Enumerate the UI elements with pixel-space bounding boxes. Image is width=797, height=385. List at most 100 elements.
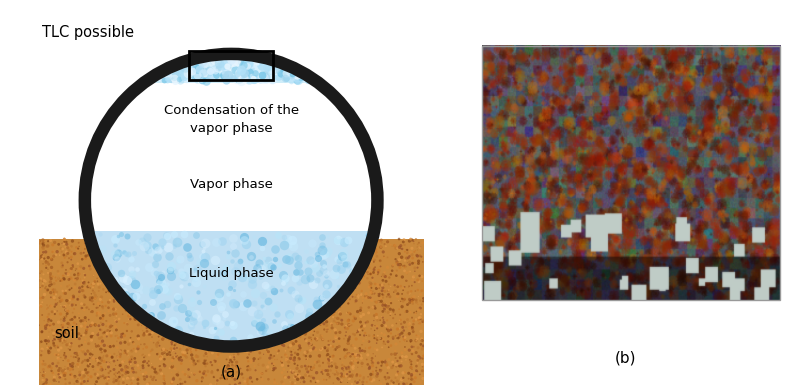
Point (238, 278, 250, 284)
Text: Condensation of the
vapor phase: Condensation of the vapor phase (163, 104, 299, 135)
Point (123, 362, 135, 368)
Point (375, 300, 388, 306)
Point (285, 305, 298, 311)
Point (347, 283, 360, 289)
Point (412, 345, 425, 351)
Point (403, 259, 416, 265)
Point (167, 318, 179, 324)
Point (89, 341, 102, 347)
Point (370, 311, 383, 318)
Point (389, 355, 402, 361)
Point (210, 277, 223, 283)
Point (108, 236, 121, 242)
Point (76, 256, 88, 262)
Point (310, 370, 323, 376)
Point (160, 77, 173, 83)
Point (107, 306, 120, 312)
Point (361, 240, 374, 246)
Point (218, 60, 230, 66)
Point (125, 246, 138, 252)
Point (320, 319, 333, 325)
Point (391, 368, 404, 375)
Point (38, 377, 51, 383)
Point (326, 271, 339, 277)
Point (158, 361, 171, 367)
Point (111, 354, 124, 360)
Point (404, 309, 417, 315)
Point (200, 294, 213, 300)
Point (252, 343, 265, 349)
Point (237, 325, 249, 331)
Point (304, 257, 316, 263)
Point (281, 279, 293, 285)
Point (253, 253, 266, 259)
Point (138, 254, 151, 261)
Point (45, 256, 58, 263)
Point (162, 277, 175, 283)
Point (370, 251, 383, 257)
Point (262, 308, 275, 315)
Point (156, 75, 169, 81)
Point (143, 264, 155, 270)
Point (316, 290, 329, 296)
Point (210, 239, 223, 245)
Point (245, 318, 258, 325)
Point (175, 240, 188, 246)
Point (265, 360, 278, 367)
Point (382, 333, 395, 340)
Point (351, 371, 363, 377)
Point (241, 379, 253, 385)
Point (117, 249, 130, 255)
Point (98, 244, 111, 250)
Point (282, 306, 295, 312)
Point (218, 238, 230, 244)
Point (194, 302, 206, 308)
Point (163, 365, 176, 371)
Point (404, 298, 417, 304)
Point (214, 345, 226, 351)
Point (369, 281, 382, 287)
Point (221, 376, 234, 382)
Point (267, 253, 280, 259)
Point (49, 252, 62, 258)
Point (341, 267, 354, 273)
Point (109, 373, 122, 379)
Point (172, 326, 185, 332)
Point (128, 341, 140, 347)
Point (53, 295, 66, 301)
Point (401, 251, 414, 257)
Point (344, 321, 356, 328)
Point (230, 77, 242, 83)
Point (132, 263, 144, 270)
Point (97, 286, 110, 293)
Point (340, 373, 353, 379)
Point (92, 323, 105, 329)
Point (388, 243, 401, 249)
Point (72, 275, 84, 281)
Point (203, 275, 216, 281)
Point (64, 302, 77, 308)
Point (209, 270, 222, 276)
Point (210, 252, 223, 258)
Point (238, 345, 250, 352)
Point (124, 269, 136, 275)
Point (220, 77, 233, 83)
Point (364, 281, 377, 287)
Point (276, 362, 289, 368)
Point (206, 264, 219, 270)
Point (344, 237, 357, 243)
Point (248, 356, 261, 362)
Point (260, 270, 273, 276)
Point (370, 315, 383, 321)
Point (344, 334, 356, 340)
Point (68, 251, 80, 257)
Point (52, 352, 65, 358)
Point (370, 246, 383, 253)
Point (291, 295, 304, 301)
Point (184, 265, 197, 271)
Point (298, 258, 311, 264)
Point (194, 369, 206, 375)
Point (292, 355, 305, 361)
Point (253, 324, 265, 330)
Point (286, 380, 299, 385)
